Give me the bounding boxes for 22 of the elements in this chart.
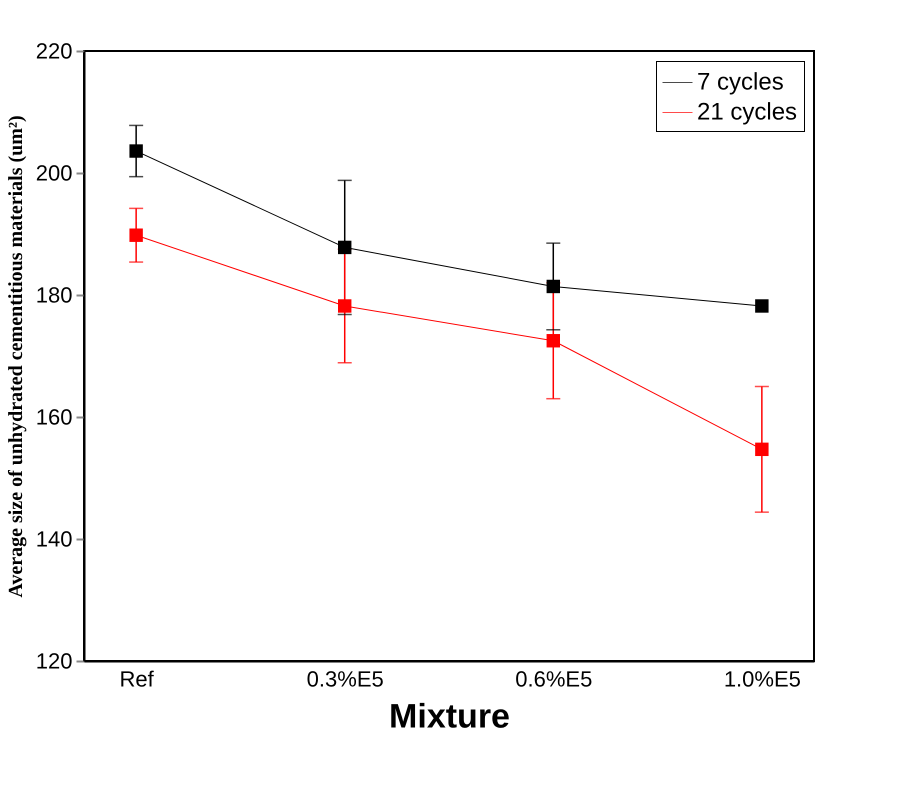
y-axis-title: Average size of unhydrated cementitious materials (um²) — [4, 115, 27, 598]
point — [546, 334, 560, 348]
x-tick-label: Ref — [120, 666, 155, 692]
y-tick-label: 140 — [36, 526, 72, 552]
y-tick-label: 160 — [36, 404, 72, 430]
point — [338, 299, 352, 313]
y-tick-label: 220 — [36, 38, 72, 64]
point — [129, 228, 143, 242]
y-tick-label: 200 — [36, 160, 72, 186]
legend-label: 21 cycles — [697, 98, 798, 126]
x-axis-title: Mixture — [389, 698, 510, 736]
point — [755, 442, 769, 456]
legend-label: 7 cycles — [697, 68, 784, 96]
x-tick-label: 0.3%E5 — [306, 666, 384, 692]
point — [546, 280, 560, 294]
y-tick-label: 120 — [36, 648, 72, 674]
point — [338, 240, 352, 254]
point — [129, 144, 143, 158]
x-tick-label: 0.6%E5 — [515, 666, 592, 692]
x-tick-label: 1.0%E5 — [724, 666, 801, 692]
point — [755, 299, 769, 313]
y-tick-label: 180 — [36, 282, 72, 308]
